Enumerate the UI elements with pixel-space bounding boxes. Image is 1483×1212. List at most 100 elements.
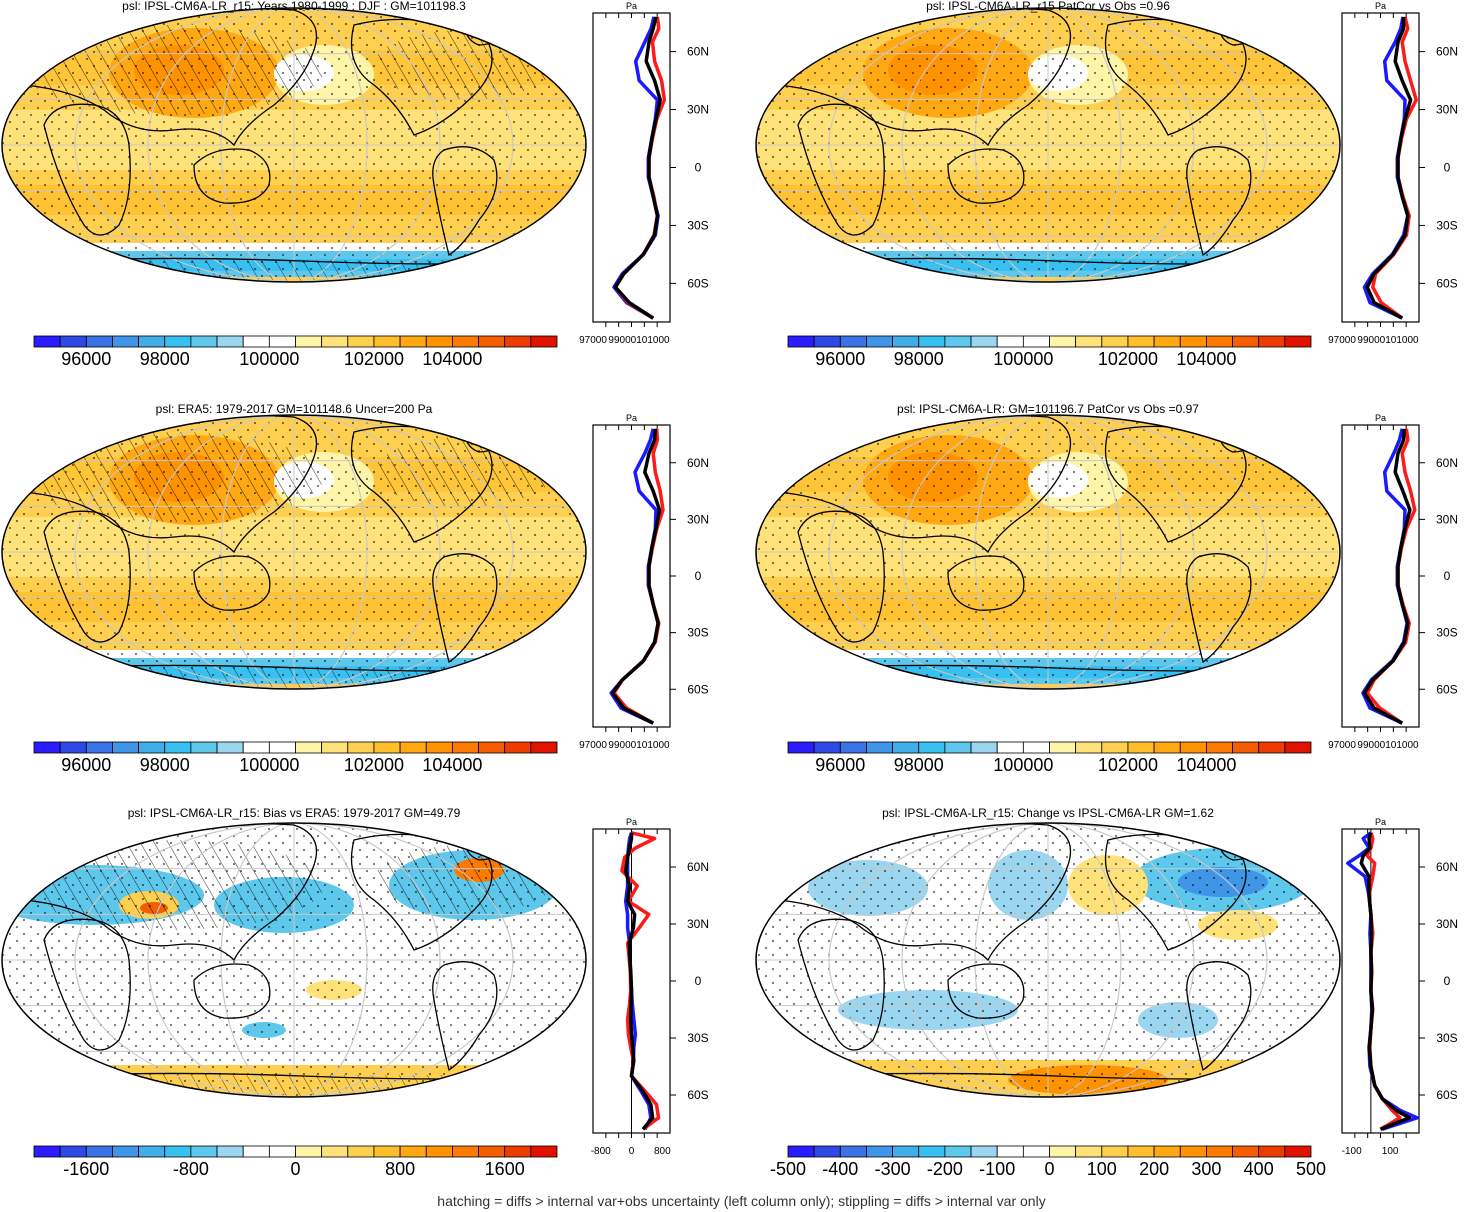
- colorbar-swatch: [1153, 335, 1181, 348]
- colorbar-swatch: [399, 1145, 427, 1158]
- graticule-meridian: [74, 8, 514, 282]
- graticule: [2, 823, 586, 1097]
- profile-frame: [592, 12, 671, 323]
- panel-title: psl: IPSL-CM6A-LR_r15 PatCor vs Obs =0.9…: [926, 0, 1170, 13]
- colorbar-label: -500: [770, 1159, 806, 1179]
- colorbar-swatch: [451, 741, 479, 754]
- profile-ytick-label: 60S: [1436, 1088, 1457, 1102]
- coastline-africa: [797, 510, 885, 643]
- colorbar-swatch: [478, 1145, 506, 1158]
- colorbar-label: 500: [1296, 1159, 1326, 1179]
- colorbar-label: 104000: [1176, 349, 1236, 369]
- map-field: [2, 8, 586, 282]
- profile-frame: [1341, 424, 1420, 728]
- colorbar-swatch: [892, 741, 920, 754]
- colorbar-swatch: [944, 335, 972, 348]
- profile-ytick-label: 60S: [1436, 682, 1457, 696]
- colorbar-swatch: [59, 741, 87, 754]
- colorbar-swatch: [59, 1145, 87, 1158]
- coastline-australia: [193, 555, 271, 611]
- map-panel: [755, 822, 1341, 1098]
- profile-xtick-label: -800: [591, 1146, 611, 1157]
- colorbar-swatch: [813, 335, 841, 348]
- profile-units: Pa: [1375, 1, 1386, 11]
- profile-line-reference: [1361, 428, 1409, 725]
- coastline-south-america: [432, 961, 498, 1072]
- colorbar-swatch: [944, 741, 972, 754]
- profile-ytick-label: 60S: [687, 682, 708, 696]
- profile-ytick-label: 30N: [1436, 917, 1458, 931]
- graticule: [2, 8, 586, 282]
- colorbar-label: 98000: [894, 755, 944, 775]
- graticule-meridian: [974, 823, 1122, 1097]
- profile-ytick-label: 0: [1444, 569, 1451, 583]
- graticule-meridian: [147, 415, 441, 689]
- coastline-australia: [193, 148, 271, 204]
- graticule-meridian: [828, 823, 1268, 1097]
- zonal-profile: Pa 60N 30N 0 30S 60S 97000 99000101000: [579, 413, 709, 751]
- colorbar-label: 96000: [815, 349, 865, 369]
- profile-ytick-label: 30N: [1436, 512, 1458, 526]
- colorbar-swatch: [85, 741, 113, 754]
- zonal-profile: Pa 60N 30N 0 30S 60S 97000 99000101000: [579, 1, 709, 346]
- colorbar-swatch: [866, 741, 894, 754]
- colorbar-swatch: [918, 335, 946, 348]
- profile-xtick-label: 97000: [1328, 335, 1356, 346]
- coastline-south-america: [432, 146, 498, 257]
- colorbar-swatch: [1206, 741, 1233, 754]
- coastline-australia: [947, 963, 1025, 1019]
- colorbar: 96000 98000 100000 102000 104000: [787, 335, 1312, 369]
- colorbar-swatch: [242, 741, 270, 754]
- coastline-africa: [43, 918, 131, 1051]
- map-border: [1, 822, 587, 1098]
- hatching-america: [374, 30, 554, 100]
- colorbar-swatch: [1101, 1145, 1129, 1158]
- zonal-profile: Pa 60N 30N 0 30S 60S 97000 99000101000: [1328, 1, 1458, 346]
- map-panel: [1, 822, 587, 1098]
- hatching-eurasia: [24, 25, 324, 115]
- colorbar-swatch: [1049, 741, 1077, 754]
- colorbar-swatch: [164, 1145, 192, 1158]
- profile-line-reference: [1346, 831, 1419, 1131]
- colorbar-swatch: [425, 335, 453, 348]
- colorbar-swatch: [839, 1145, 867, 1158]
- profile-line-mean: [1359, 832, 1412, 1131]
- colorbar-swatch: [970, 335, 998, 348]
- profile-ytick-label: 60S: [1436, 276, 1457, 290]
- colorbar-swatch: [164, 335, 192, 348]
- colorbar-swatch: [425, 1145, 453, 1158]
- colorbar-label: 104000: [422, 755, 482, 775]
- graticule: [756, 415, 1340, 689]
- colorbar-swatch: [866, 335, 894, 348]
- coastline-south-america: [1186, 553, 1252, 664]
- colorbar-swatch: [190, 741, 218, 754]
- colorbar-label: 100000: [239, 755, 299, 775]
- profile-ytick-label: 0: [695, 569, 702, 583]
- map-field: [2, 823, 586, 1097]
- hatching-eurasia: [24, 432, 324, 522]
- colorbar-swatch: [970, 1145, 998, 1158]
- panel-title: psl: IPSL-CM6A-LR_r15: Bias vs ERA5: 197…: [128, 806, 461, 820]
- colorbar-swatch: [425, 741, 453, 754]
- colorbar-swatch: [347, 1145, 375, 1158]
- profile-ytick-label: 60N: [1436, 45, 1458, 59]
- colorbar-swatch: [451, 1145, 479, 1158]
- map-field: [2, 415, 586, 689]
- hatching-eurasia: [24, 840, 324, 930]
- colorbar-label: 0: [290, 1159, 300, 1179]
- colorbar-swatch: [373, 741, 401, 754]
- profile-xtick-label: 800: [654, 1146, 671, 1157]
- colorbar-swatch: [190, 335, 218, 348]
- colorbar-swatch: [399, 335, 427, 348]
- colorbar-swatch: [451, 335, 479, 348]
- panel-title: psl: IPSL-CM6A-LR_r15: Years 1980-1999 :…: [122, 0, 466, 13]
- colorbar-label: -800: [173, 1159, 209, 1179]
- profile-units: Pa: [1375, 413, 1386, 423]
- colorbar-swatch: [813, 1145, 841, 1158]
- coastline-australia: [193, 963, 271, 1019]
- colorbar-swatch: [33, 335, 61, 348]
- graticule-meridian: [74, 823, 514, 1097]
- profile-xtick-label: 99000101000: [608, 335, 670, 346]
- colorbar-label: 96000: [61, 755, 111, 775]
- profile-xtick-label: 97000: [1328, 740, 1356, 751]
